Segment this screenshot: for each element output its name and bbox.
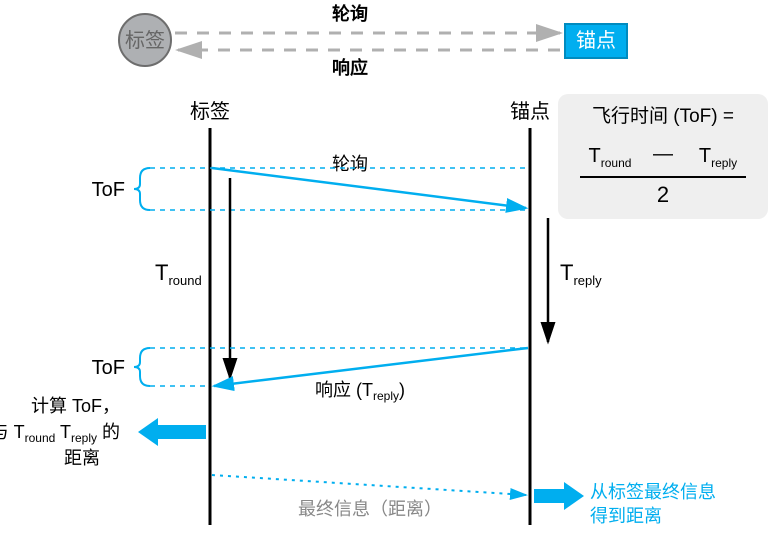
final-message-label: 最终信息（距离） — [298, 499, 442, 519]
top-response-label: 响应 — [332, 57, 368, 78]
right-arrow-icon — [534, 482, 584, 510]
poll-message-label: 轮询 — [332, 154, 368, 174]
response-message-label: 响应 (Treply) — [315, 380, 405, 403]
poll-message-arrow — [212, 168, 526, 208]
svg-text:得到距离: 得到距离 — [590, 506, 662, 526]
tof2-label: ToF — [92, 357, 125, 379]
timeline-anchor-header: 锚点 — [510, 100, 550, 123]
formula-title: 飞行时间 (ToF) = — [592, 105, 734, 127]
svg-text:计算 ToF，: 计算 ToF， — [31, 396, 120, 416]
svg-text:2: 2 — [657, 182, 669, 207]
timeline-tag-header: 标签 — [190, 100, 230, 123]
final-message-arrow — [212, 475, 526, 495]
left-arrow-icon — [138, 418, 206, 446]
tof2-brace-icon — [134, 348, 150, 386]
svg-text:与 Tround Treply 的: 与 Tround Treply 的 — [0, 422, 120, 445]
svg-text:Tround: Tround — [155, 260, 202, 288]
t-reply-label: Treply — [560, 260, 602, 288]
tag-circle-text: 标签 — [125, 29, 165, 52]
svg-text:Treply: Treply — [560, 260, 602, 288]
t-round-label: Tround — [155, 260, 202, 288]
top-band: 轮询 响应 标签 锚点 — [119, 3, 627, 78]
right-note: 从标签最终信息 得到距离 — [590, 482, 716, 526]
top-poll-label: 轮询 — [332, 3, 368, 24]
anchor-box-text: 锚点 — [576, 29, 616, 52]
tof1-label: ToF — [92, 179, 125, 201]
left-compute-note: 计算 ToF， 与 Tround Treply 的 距离 — [0, 396, 120, 468]
svg-text:从标签最终信息: 从标签最终信息 — [590, 482, 716, 502]
tof1-brace-icon — [134, 168, 150, 210]
svg-text:响应 (Treply): 响应 (Treply) — [315, 380, 405, 403]
svg-text:距离: 距离 — [64, 448, 100, 468]
svg-text:—: — — [653, 143, 673, 165]
formula-box: 飞行时间 (ToF) = Tround — Treply 2 — [558, 94, 768, 219]
